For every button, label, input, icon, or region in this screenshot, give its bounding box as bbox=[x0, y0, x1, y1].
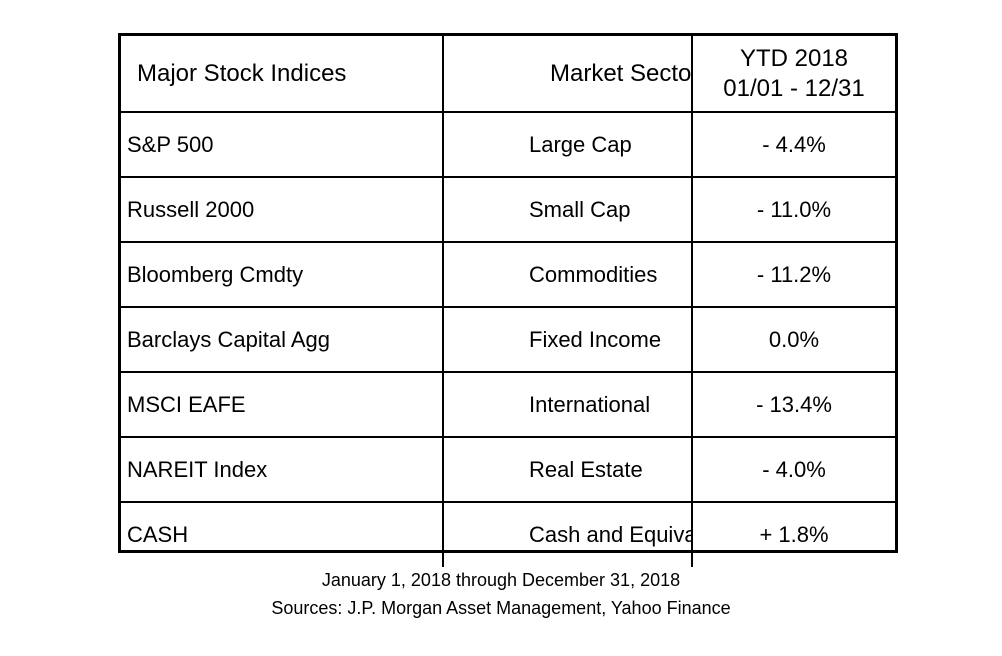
ytd-return: - 4.0% bbox=[691, 436, 895, 503]
market-sector: International bbox=[442, 371, 693, 438]
index-name: Russell 2000 bbox=[121, 176, 444, 243]
header-major-stock-indices: Major Stock Indices bbox=[121, 36, 444, 113]
ytd-return: + 1.8% bbox=[691, 501, 895, 567]
market-sector: Large Cap bbox=[442, 111, 693, 178]
table-row: MSCI EAFE International - 13.4% bbox=[121, 371, 895, 438]
table-row: Russell 2000 Small Cap - 11.0% bbox=[121, 176, 895, 243]
table-row: Bloomberg Cmdty Commodities - 11.2% bbox=[121, 241, 895, 308]
ytd-return: - 11.2% bbox=[691, 241, 895, 308]
market-sector: Fixed Income bbox=[442, 306, 693, 373]
header-ytd-line1: YTD 2018 bbox=[739, 44, 849, 72]
index-name: Bloomberg Cmdty bbox=[121, 241, 444, 308]
market-sector: Commodities bbox=[442, 241, 693, 308]
table-header-row: Major Stock Indices Market Sector YTD 20… bbox=[121, 36, 895, 113]
header-market-sector: Market Sector bbox=[442, 36, 693, 113]
ytd-return: - 11.0% bbox=[691, 176, 895, 243]
table-row: Barclays Capital Agg Fixed Income 0.0% bbox=[121, 306, 895, 373]
index-name: CASH bbox=[121, 501, 444, 567]
returns-table: Major Stock Indices Market Sector YTD 20… bbox=[118, 33, 898, 567]
market-sector: Cash and Equivalent bbox=[442, 501, 693, 567]
ytd-return: - 4.4% bbox=[691, 111, 895, 178]
table-row: CASH Cash and Equivalent + 1.8% bbox=[121, 501, 895, 567]
footer-sources: Sources: J.P. Morgan Asset Management, Y… bbox=[271, 598, 731, 618]
index-name: Barclays Capital Agg bbox=[121, 306, 444, 373]
returns-table-grid: Major Stock Indices Market Sector YTD 20… bbox=[121, 36, 895, 567]
header-ytd-line2: 01/01 - 12/31 bbox=[723, 74, 865, 102]
market-sector: Real Estate bbox=[442, 436, 693, 503]
ytd-return: 0.0% bbox=[691, 306, 895, 373]
index-name: NAREIT Index bbox=[121, 436, 444, 503]
ytd-return: - 13.4% bbox=[691, 371, 895, 438]
header-ytd: YTD 2018 01/01 - 12/31 bbox=[691, 36, 895, 113]
market-sector: Small Cap bbox=[442, 176, 693, 243]
table-row: S&P 500 Large Cap - 4.4% bbox=[121, 111, 895, 178]
index-name: MSCI EAFE bbox=[121, 371, 444, 438]
footer-date-range: January 1, 2018 through December 31, 201… bbox=[321, 570, 681, 590]
table-row: NAREIT Index Real Estate - 4.0% bbox=[121, 436, 895, 503]
index-name: S&P 500 bbox=[121, 111, 444, 178]
